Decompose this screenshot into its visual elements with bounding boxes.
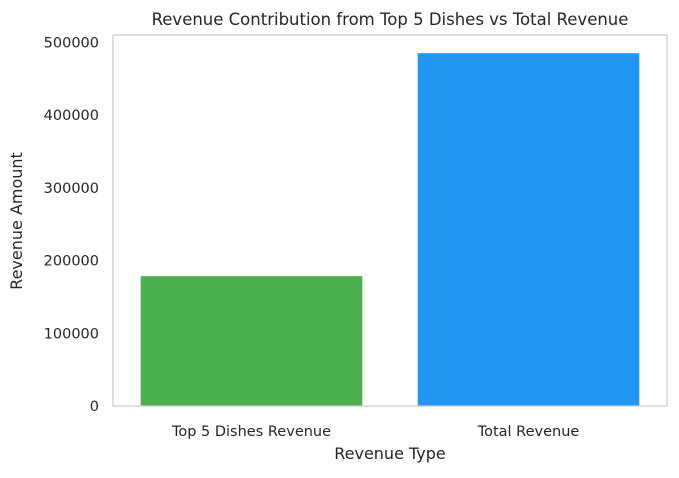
y-axis-label: Revenue Amount [7,152,26,290]
x-tick-label: Top 5 Dishes Revenue [171,424,331,440]
y-tick-label: 0 [90,399,99,415]
plot-area [140,53,640,406]
chart-title: Revenue Contribution from Top 5 Dishes v… [152,10,629,29]
bar-total-revenue [417,53,640,406]
x-axis-label: Revenue Type [334,444,446,463]
x-tick-label: Total Revenue [477,424,580,440]
y-tick-label: 100000 [44,326,99,342]
y-axis-ticks: 0 100000 200000 300000 400000 500000 [44,35,99,415]
x-axis-ticks: Top 5 Dishes Revenue Total Revenue [171,424,579,440]
bar-top-5-dishes-revenue [140,276,363,406]
y-tick-label: 200000 [44,254,99,270]
plot-frame [112,34,668,407]
y-tick-label: 400000 [44,108,99,124]
y-tick-label: 500000 [44,35,99,51]
y-tick-label: 300000 [44,181,99,197]
